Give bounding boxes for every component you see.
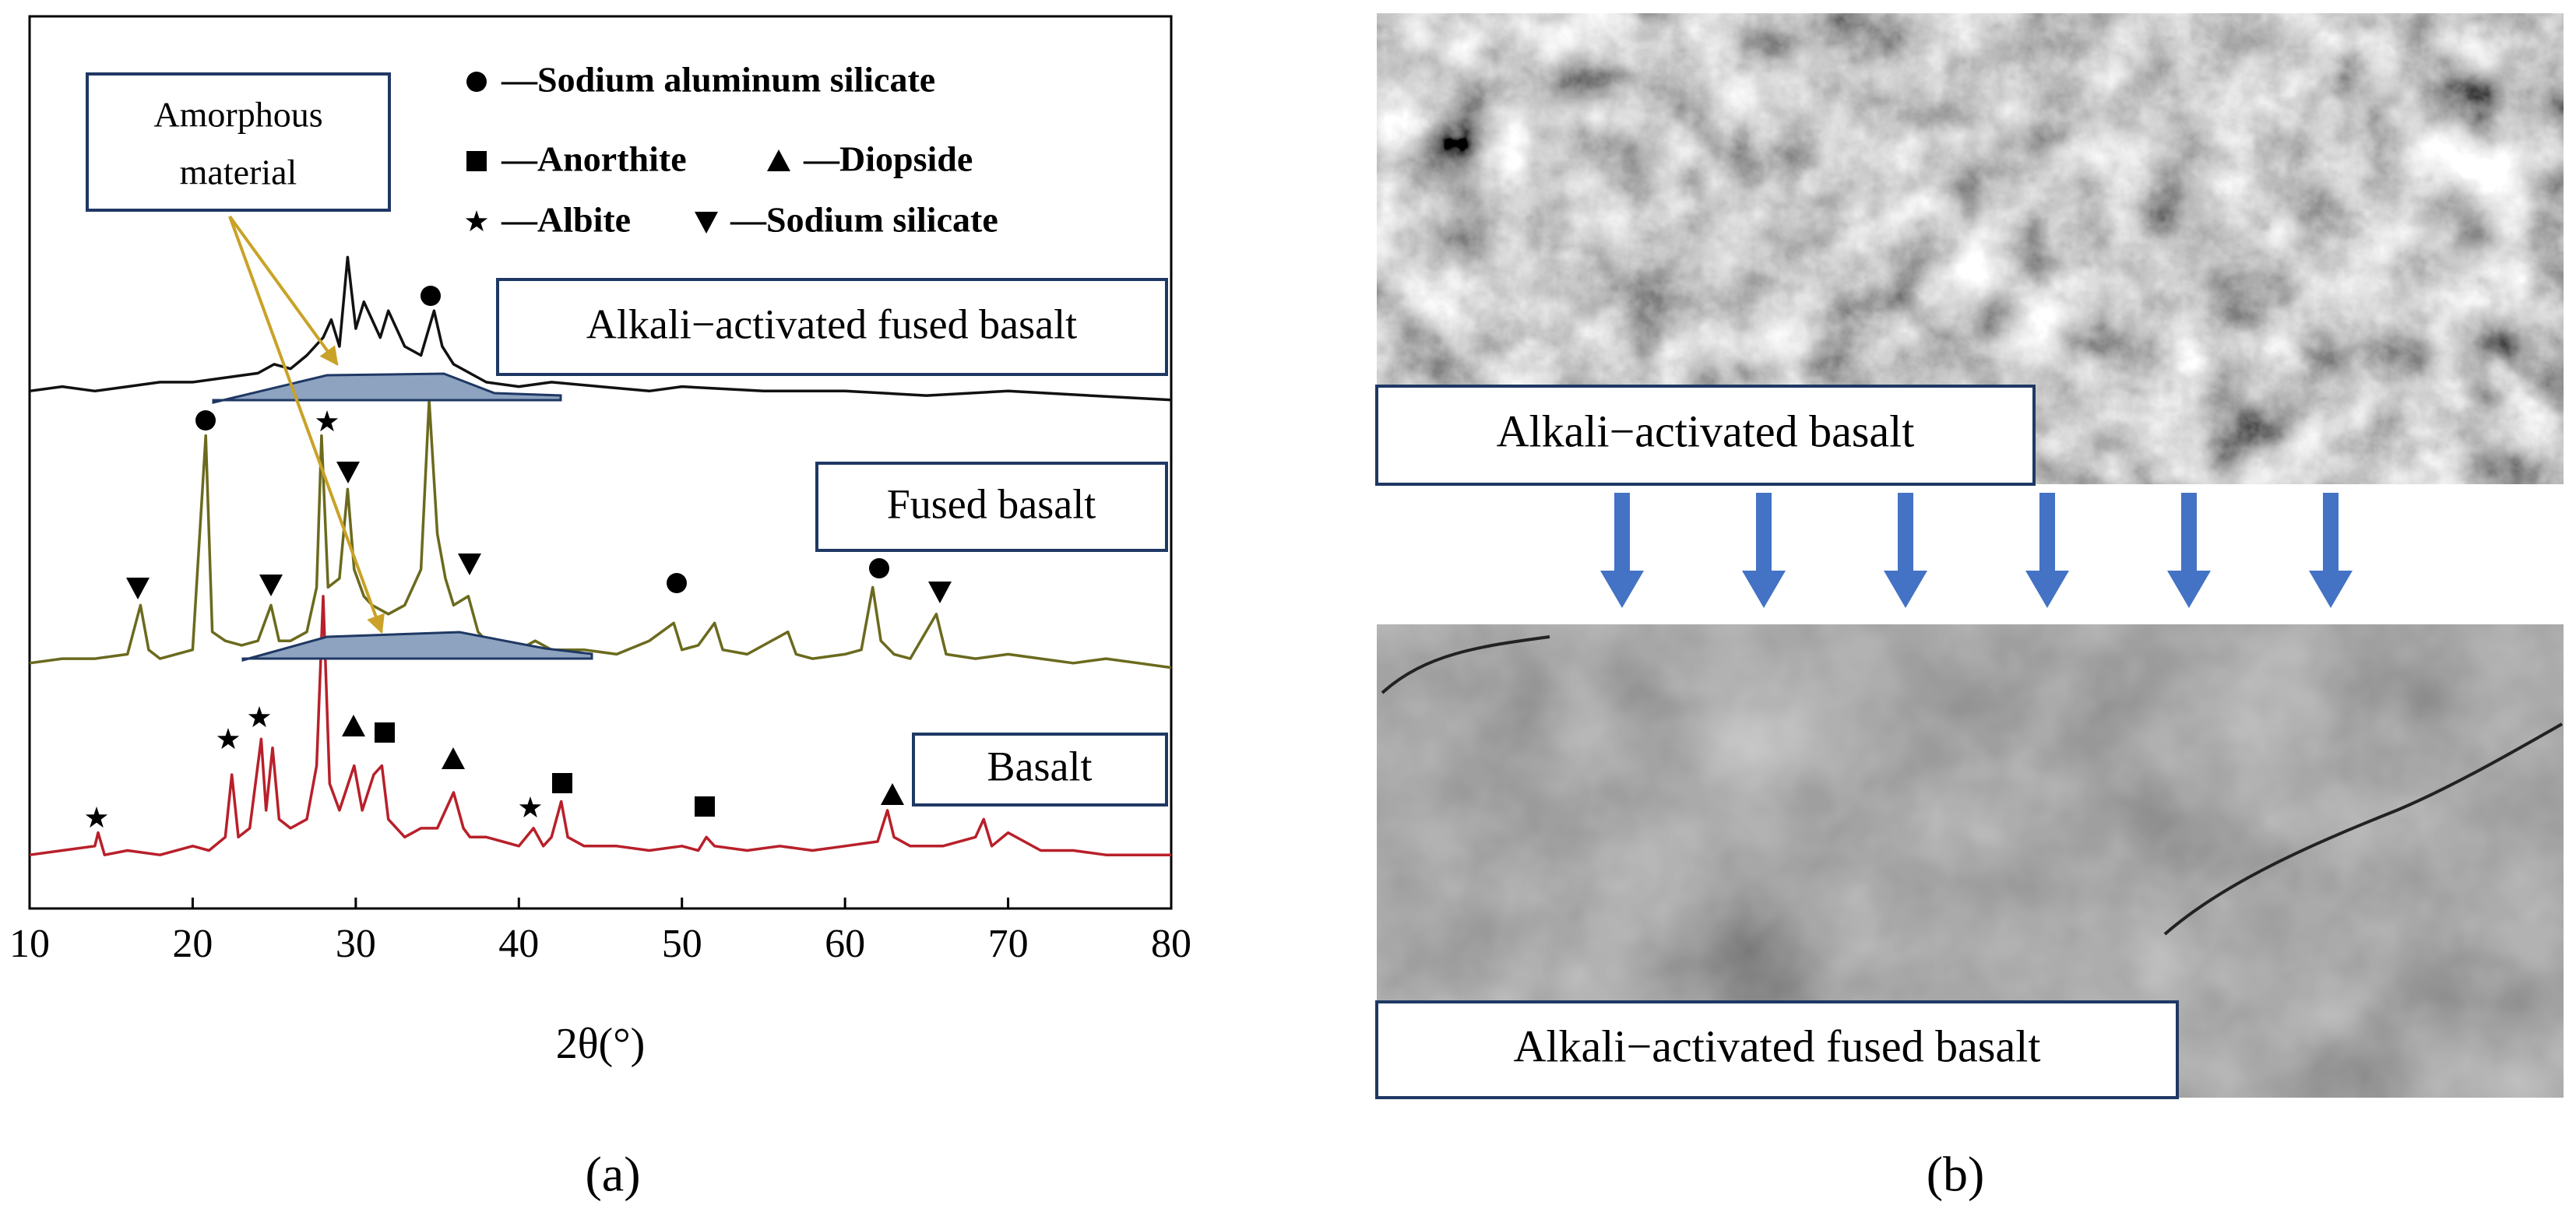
down-arrow <box>2025 493 2069 608</box>
annotation-box <box>86 72 391 212</box>
phase-marker <box>695 796 715 817</box>
phase-marker <box>928 582 952 603</box>
legend-text: —Albite <box>501 200 631 240</box>
down-arrow <box>1742 493 1786 608</box>
phase-marker <box>519 796 542 818</box>
phase-marker <box>552 773 572 793</box>
x-tick-label: 50 <box>662 922 702 966</box>
x-tick-label: 80 <box>1151 922 1191 966</box>
down-arrow <box>1600 493 1644 608</box>
amorphous-hump <box>241 631 593 662</box>
xrd-trace <box>29 399 1172 669</box>
caption: (b) <box>1927 1147 1985 1202</box>
annotation-arrow <box>228 215 339 366</box>
arrows <box>1600 493 2353 608</box>
phase-marker <box>767 149 790 171</box>
series-label: Basalt <box>987 743 1093 789</box>
phase-marker <box>695 212 718 234</box>
down-arrow <box>2309 493 2353 608</box>
image-label: Alkali−activated basalt <box>1497 406 1915 456</box>
image-label: Alkali−activated fused basalt <box>1514 1021 2041 1071</box>
image-label-box <box>1375 385 2036 486</box>
phase-marker <box>442 747 465 769</box>
series-label: Alkali−activated fused basalt <box>586 300 1077 347</box>
phase-marker <box>336 462 360 483</box>
x-tick-label: 60 <box>825 922 865 966</box>
annotation-text: Amorphous <box>153 95 322 135</box>
legend-text: —Diopside <box>803 139 973 179</box>
phase-marker <box>466 72 487 92</box>
series-label-box <box>912 733 1168 807</box>
x-tick-label: 30 <box>336 922 376 966</box>
phase-marker <box>259 575 283 596</box>
series-label: Fused basalt <box>887 480 1096 527</box>
phase-marker <box>881 783 904 805</box>
annotation-text: material <box>180 153 297 192</box>
phase-marker <box>465 210 488 232</box>
legend-text: —Anorthite <box>501 139 687 179</box>
legend-text: —Sodium silicate <box>730 200 998 240</box>
amorphous-hump <box>212 372 562 404</box>
x-tick-label: 70 <box>988 922 1029 966</box>
series-label-box <box>815 462 1168 552</box>
phase-marker <box>195 410 216 430</box>
phase-marker <box>458 554 481 575</box>
caption: (a) <box>585 1147 640 1202</box>
phase-marker <box>248 706 271 728</box>
legend-text: —Sodium aluminum silicate <box>501 60 935 100</box>
x-axis-label: 2θ(°) <box>556 1020 646 1068</box>
series-label-box <box>496 278 1168 376</box>
annotation-arrow <box>228 216 385 634</box>
x-tick-label: 20 <box>172 922 213 966</box>
phase-marker <box>375 722 395 743</box>
xrd-trace <box>29 255 1172 402</box>
phase-marker <box>216 728 240 750</box>
xrd-trace <box>29 595 1171 856</box>
phase-marker <box>315 410 339 432</box>
plot-frame <box>28 15 1173 910</box>
phase-marker <box>667 573 687 593</box>
sem-crack <box>1381 635 2563 936</box>
image-label-box <box>1375 1000 2179 1099</box>
phase-marker <box>126 578 150 599</box>
x-tick-label: 10 <box>9 922 50 966</box>
xrd-plot <box>28 15 1173 910</box>
down-arrow <box>1884 493 1927 608</box>
x-tick-label: 40 <box>498 922 539 966</box>
phase-marker <box>85 807 108 828</box>
phase-marker <box>869 558 889 578</box>
down-arrow <box>2167 493 2211 608</box>
phase-marker <box>342 715 365 736</box>
phase-marker <box>466 151 487 171</box>
phase-marker <box>421 286 441 306</box>
